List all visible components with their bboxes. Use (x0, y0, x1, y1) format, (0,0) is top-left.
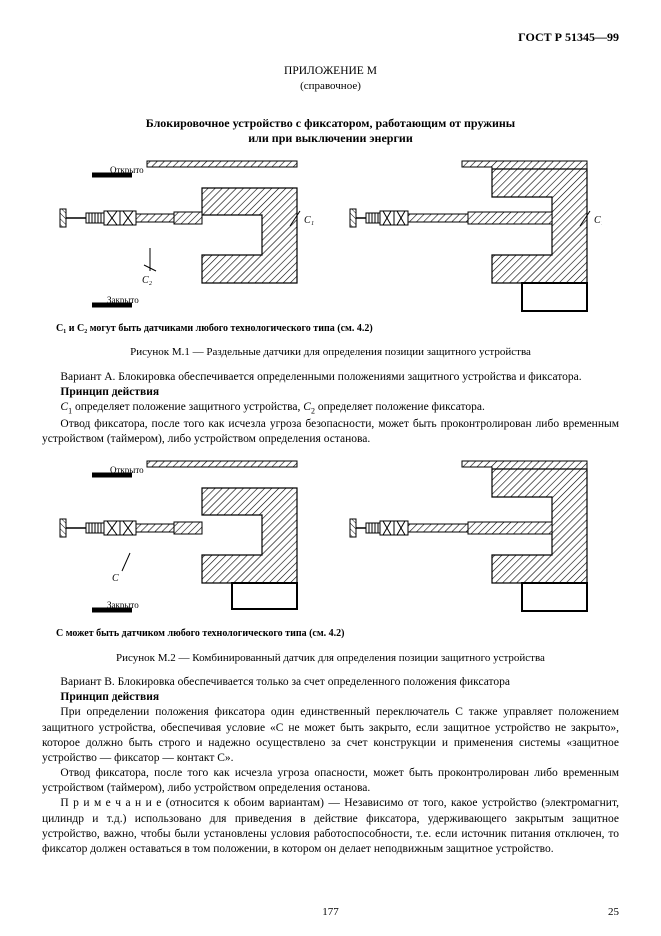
figure-m1: Открыто (42, 153, 619, 318)
t2-p1: Вариант В. Блокировка обеспечивается тол… (42, 675, 619, 690)
appendix-title: ПРИЛОЖЕНИЕ М (42, 64, 619, 79)
t1-p3: Отвод фиксатора, после того как исчезла … (42, 417, 619, 447)
t1-principle: Принцип действия (42, 385, 619, 400)
fig1-c2-left: C₂ (142, 275, 153, 286)
fig1-c1-right: C₁ (594, 215, 602, 226)
figure-m1-caption: Рисунок М.1 — Раздельные датчики для опр… (42, 345, 619, 360)
appendix-note: (справочное) (42, 79, 619, 94)
t2-p4: П р и м е ч а н и е (относится к обоим в… (42, 796, 619, 857)
figure-m1-note: C₁ и C₂ могут быть датчиками любого техн… (56, 322, 619, 335)
fig1-c1-left: C₁ (304, 215, 314, 226)
section-title: Блокировочное устройство с фиксатором, р… (42, 116, 619, 148)
page: ГОСТ Р 51345—99 ПРИЛОЖЕНИЕ М (справочное… (0, 0, 661, 936)
section-title-line2: или при выключении энергии (248, 131, 412, 145)
figure-m2-note: C может быть датчиком любого технологиче… (56, 627, 619, 640)
figure-m2: Открыто C Закрыт (42, 453, 619, 623)
t2-principle: Принцип действия (42, 690, 619, 705)
figure-m2-caption: Рисунок М.2 — Комбинированный датчик для… (42, 651, 619, 666)
footer: 177 25 (0, 905, 661, 920)
t1-p2: C1 определяет положение защитного устрой… (42, 400, 619, 417)
t1-p1: Вариант А. Блокировка обеспечивается опр… (42, 370, 619, 385)
section-title-line1: Блокировочное устройство с фиксатором, р… (146, 116, 515, 130)
t2-p2: При определении положения фиксатора один… (42, 705, 619, 766)
page-number-right: 25 (608, 905, 619, 920)
t2-p3: Отвод фиксатора, после того как исчезла … (42, 766, 619, 796)
page-number-center: 177 (0, 905, 661, 920)
fig2-c-left: C (112, 573, 119, 584)
document-id: ГОСТ Р 51345—99 (42, 30, 619, 46)
